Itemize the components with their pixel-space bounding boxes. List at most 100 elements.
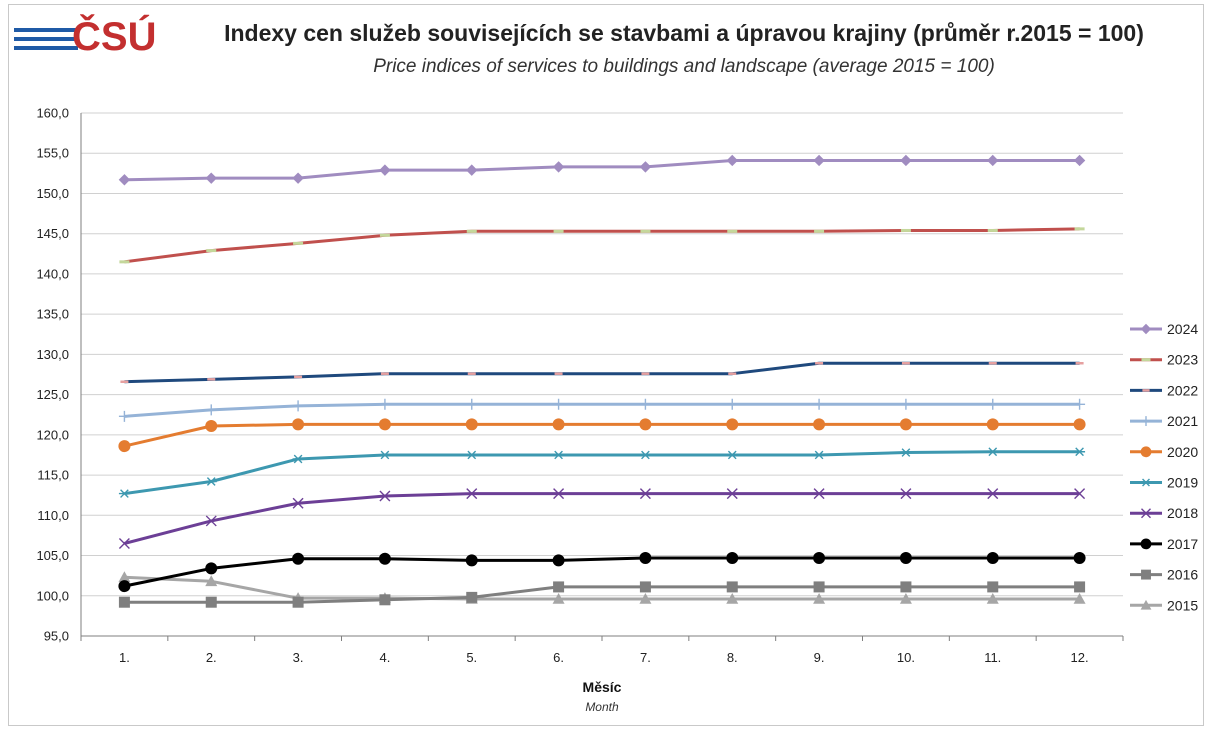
y-tick-label: 135,0 bbox=[36, 307, 69, 322]
data-point bbox=[639, 488, 651, 500]
data-point bbox=[118, 489, 130, 498]
chart-subtitle: Price indices of services to buildings a… bbox=[373, 56, 995, 77]
data-point bbox=[379, 450, 391, 460]
x-tick-label: 7. bbox=[640, 650, 651, 665]
y-tick-label: 95,0 bbox=[44, 629, 69, 644]
data-point bbox=[1141, 416, 1151, 427]
data-point bbox=[1141, 478, 1151, 487]
data-point bbox=[639, 551, 652, 564]
legend-label: 2018 bbox=[1167, 505, 1198, 521]
y-tick-label: 150,0 bbox=[36, 186, 69, 201]
csu-logo: ČSÚ bbox=[14, 15, 157, 62]
data-point bbox=[205, 477, 217, 486]
data-point bbox=[900, 398, 912, 410]
y-tick-label: 160,0 bbox=[36, 106, 69, 121]
data-point bbox=[726, 551, 739, 564]
data-point bbox=[639, 581, 651, 593]
data-point bbox=[639, 592, 652, 604]
data-point bbox=[726, 488, 738, 500]
data-point bbox=[379, 594, 391, 606]
data-point bbox=[813, 154, 825, 167]
data-point bbox=[813, 418, 826, 431]
legend-item: 2017 bbox=[1130, 536, 1198, 552]
legend-item: 2016 bbox=[1130, 567, 1198, 583]
series-2024 bbox=[118, 154, 1086, 186]
x-axis-sublabel: Month bbox=[585, 700, 619, 714]
data-point bbox=[292, 454, 304, 464]
y-tick-label: 115,0 bbox=[37, 468, 69, 483]
series-line bbox=[124, 158, 1080, 182]
data-point bbox=[292, 418, 305, 431]
legend-label: 2022 bbox=[1167, 382, 1198, 398]
series-2020 bbox=[118, 418, 1086, 453]
x-tick-label: 3. bbox=[293, 650, 304, 665]
data-point bbox=[466, 591, 478, 603]
data-point bbox=[205, 404, 217, 416]
x-tick-label: 1. bbox=[119, 650, 130, 665]
series-2023 bbox=[119, 227, 1085, 264]
series-2016 bbox=[118, 581, 1086, 608]
data-point bbox=[726, 398, 738, 410]
data-point bbox=[1141, 508, 1151, 519]
legend-item: 2020 bbox=[1130, 444, 1198, 460]
legend-label: 2017 bbox=[1167, 536, 1198, 552]
data-point bbox=[1074, 488, 1086, 500]
legend-item: 2024 bbox=[1130, 321, 1198, 337]
y-tick-label: 125,0 bbox=[36, 387, 69, 402]
logo-bar bbox=[14, 28, 78, 32]
legend-label: 2019 bbox=[1167, 475, 1198, 491]
data-point bbox=[986, 592, 999, 604]
legend-label: 2020 bbox=[1167, 444, 1198, 460]
data-point bbox=[987, 488, 999, 500]
data-point bbox=[466, 398, 478, 410]
data-point bbox=[1073, 551, 1086, 564]
data-point bbox=[986, 418, 999, 431]
series-line bbox=[124, 361, 1080, 384]
data-point bbox=[1073, 592, 1086, 604]
data-point bbox=[292, 400, 304, 412]
x-tick-label: 4. bbox=[379, 650, 390, 665]
data-point bbox=[813, 488, 825, 500]
data-point bbox=[466, 164, 478, 176]
data-point bbox=[1074, 447, 1086, 457]
x-tick-label: 2. bbox=[206, 650, 217, 665]
data-point bbox=[639, 398, 651, 410]
data-point bbox=[899, 551, 912, 564]
logo-text: ČSÚ bbox=[72, 15, 157, 59]
data-point bbox=[552, 161, 565, 173]
data-point bbox=[726, 581, 738, 593]
data-point bbox=[900, 581, 912, 593]
data-point bbox=[1140, 323, 1152, 335]
data-point bbox=[378, 552, 391, 565]
data-point bbox=[639, 450, 651, 460]
data-point bbox=[205, 596, 217, 608]
data-point bbox=[552, 592, 565, 604]
data-point bbox=[813, 592, 826, 604]
data-point bbox=[118, 596, 130, 608]
x-tick-label: 10. bbox=[897, 650, 915, 665]
data-point bbox=[639, 161, 652, 173]
data-point bbox=[552, 554, 565, 567]
x-tick-label: 11. bbox=[984, 650, 1001, 665]
y-tick-label: 130,0 bbox=[36, 347, 69, 362]
data-point bbox=[899, 418, 912, 431]
data-point bbox=[205, 515, 217, 527]
data-point bbox=[552, 418, 565, 431]
y-tick-label: 110,0 bbox=[37, 508, 69, 523]
data-point bbox=[465, 554, 478, 567]
data-point bbox=[987, 447, 999, 457]
legend-item: 2018 bbox=[1130, 505, 1198, 521]
legend-item: 2021 bbox=[1130, 413, 1198, 429]
series-line bbox=[124, 492, 1080, 545]
data-point bbox=[292, 172, 304, 184]
x-tick-label: 8. bbox=[727, 650, 738, 665]
data-point bbox=[726, 154, 738, 167]
data-point bbox=[379, 490, 391, 502]
data-point bbox=[292, 552, 305, 565]
data-point bbox=[118, 410, 130, 422]
data-point bbox=[205, 562, 218, 575]
data-point bbox=[813, 450, 825, 460]
x-tick-label: 12. bbox=[1071, 650, 1089, 665]
data-point bbox=[553, 450, 565, 460]
data-point bbox=[813, 551, 826, 564]
